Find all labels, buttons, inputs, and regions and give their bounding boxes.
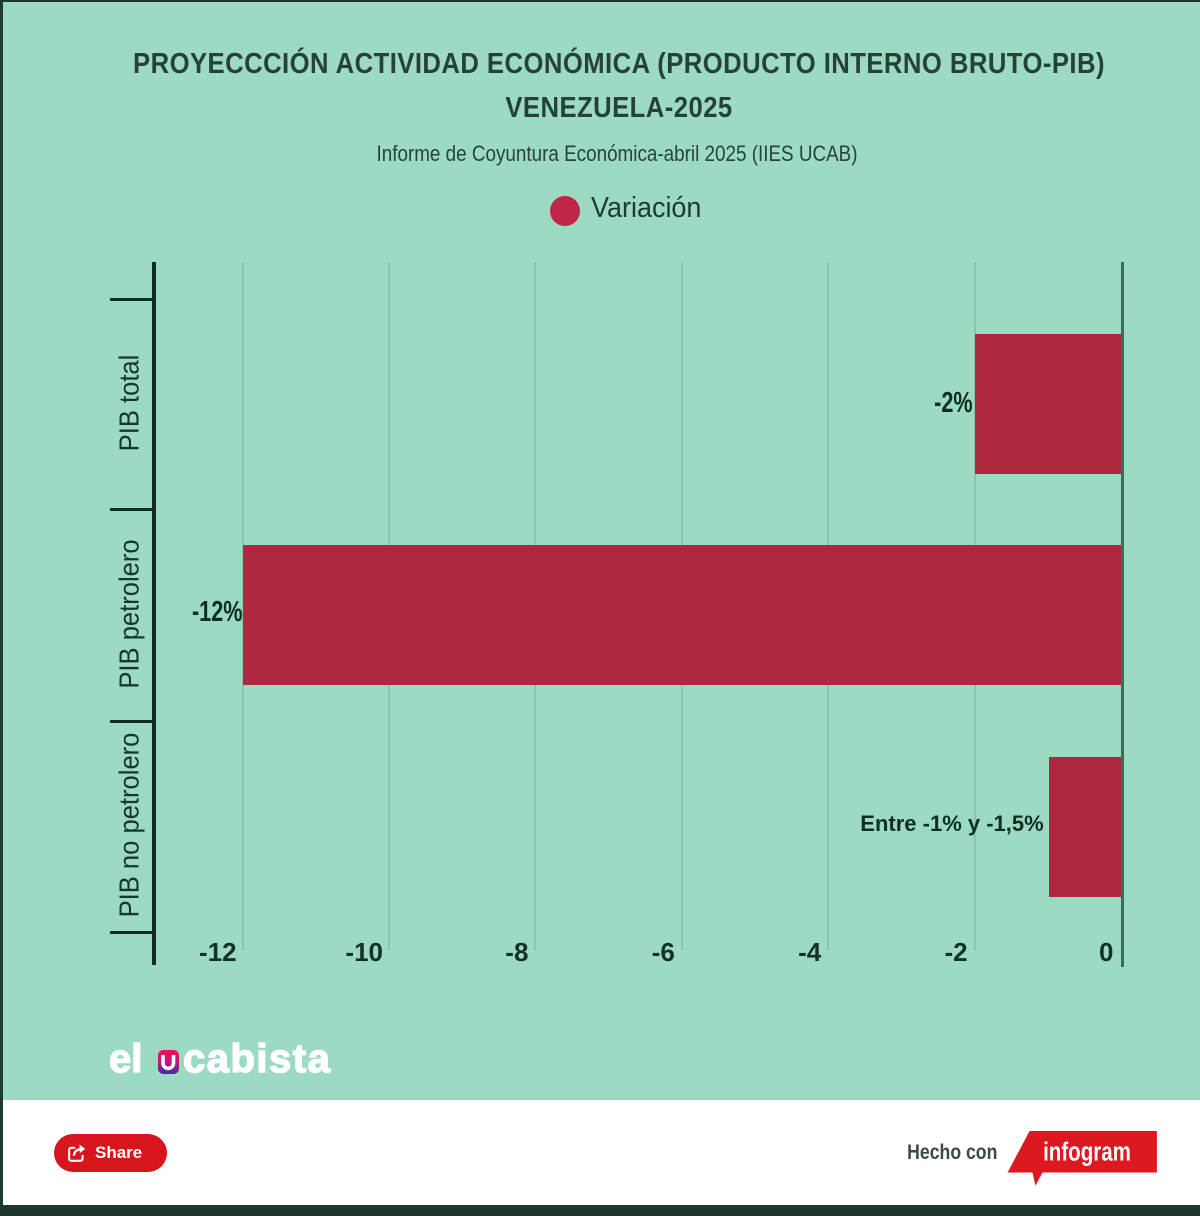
svg-text:infogram: infogram (1043, 1137, 1131, 1166)
